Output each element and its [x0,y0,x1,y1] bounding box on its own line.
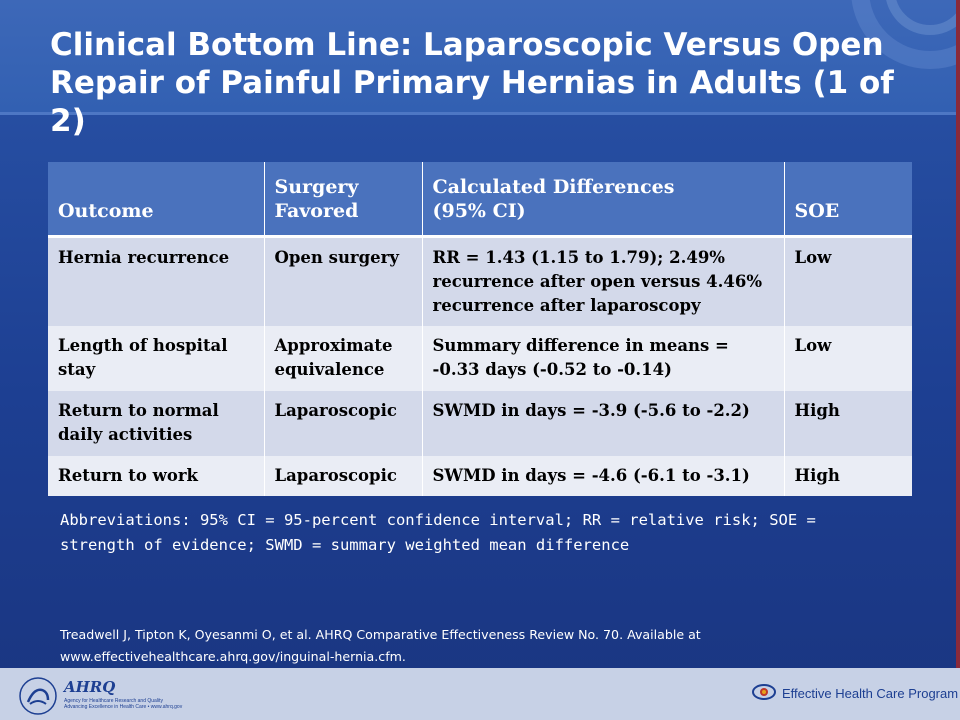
cell-difference: RR = 1.43 (1.15 to 1.79); 2.49% recurren… [422,236,785,326]
ahrq-tagline-line-1: Agency for Healthcare Research and Quali… [64,698,163,704]
table-row: Return to normal daily activities Laparo… [48,391,912,456]
table-row: Length of hospital stay Approximate equi… [48,326,912,391]
cell-outcome: Return to work [48,456,265,496]
title-line-1: Clinical Bottom Line: Laparoscopic Versu… [50,27,884,63]
header-calculated-differences: Calculated Differences (95% CI) [422,162,785,238]
header-surgery-line-1: Surgery [274,175,359,198]
evidence-table: Outcome Surgery Favored Calculated Diffe… [48,162,912,496]
cell-outcome: Length of hospital stay [48,326,265,391]
title-band [0,0,960,115]
evidence-table-container: Outcome Surgery Favored Calculated Diffe… [48,162,912,496]
effective-health-care-swirl-icon [752,684,776,700]
cell-soe: High [784,456,912,496]
header-outcome: Outcome [48,162,265,238]
cell-difference: SWMD in days = -3.9 (-5.6 to -2.2) [422,391,785,456]
header-surgery-line-2: Favored [274,199,359,222]
header-diff-line-1: Calculated Differences [432,175,675,198]
decorative-swirl [851,0,960,69]
effective-health-care-program-label: Effective Health Care Program [782,686,959,701]
table-header-row: Outcome Surgery Favored Calculated Diffe… [48,162,912,238]
right-edge-stripe [956,0,960,720]
cell-soe: Low [784,326,912,391]
ahrq-logo: AHRQ Agency for Healthcare Research and … [64,678,184,714]
footer-bar [0,668,960,720]
table-row: Return to work Laparoscopic SWMD in days… [48,456,912,496]
citation: Treadwell J, Tipton K, Oyesanmi O, et al… [60,624,860,668]
ahrq-tagline: Agency for Healthcare Research and Quali… [64,698,184,710]
abbreviations-note: Abbreviations: 95% CI = 95-percent confi… [60,511,816,554]
cell-surgery: Laparoscopic [264,391,423,456]
cell-surgery: Approximate equivalence [264,326,423,391]
title-line-2: Repair of Painful Primary Hernias in Adu… [50,65,894,139]
citation-link[interactable]: www.effectivehealthcare.ahrq.gov/inguina… [60,649,406,664]
hhs-eagle-logo-icon [19,677,57,715]
cell-outcome: Hernia recurrence [48,236,265,326]
cell-difference: Summary difference in means = -0.33 days… [422,326,785,391]
cell-soe: High [784,391,912,456]
ahrq-wordmark: AHRQ [64,678,116,696]
citation-line-1: Treadwell J, Tipton K, Oyesanmi O, et al… [60,627,701,642]
table-row: Hernia recurrence Open surgery RR = 1.43… [48,236,912,326]
cell-surgery: Open surgery [264,236,423,326]
header-soe: SOE [784,162,912,238]
header-diff-line-2: (95% CI) [432,199,526,222]
slide-title: Clinical Bottom Line: Laparoscopic Versu… [50,26,930,140]
cell-surgery: Laparoscopic [264,456,423,496]
ahrq-tagline-line-2: Advancing Excellence in Health Care • ww… [64,704,183,710]
header-surgery-favored: Surgery Favored [264,162,423,238]
cell-difference: SWMD in days = -4.6 (-6.1 to -3.1) [422,456,785,496]
cell-outcome: Return to normal daily activities [48,391,265,456]
cell-soe: Low [784,236,912,326]
